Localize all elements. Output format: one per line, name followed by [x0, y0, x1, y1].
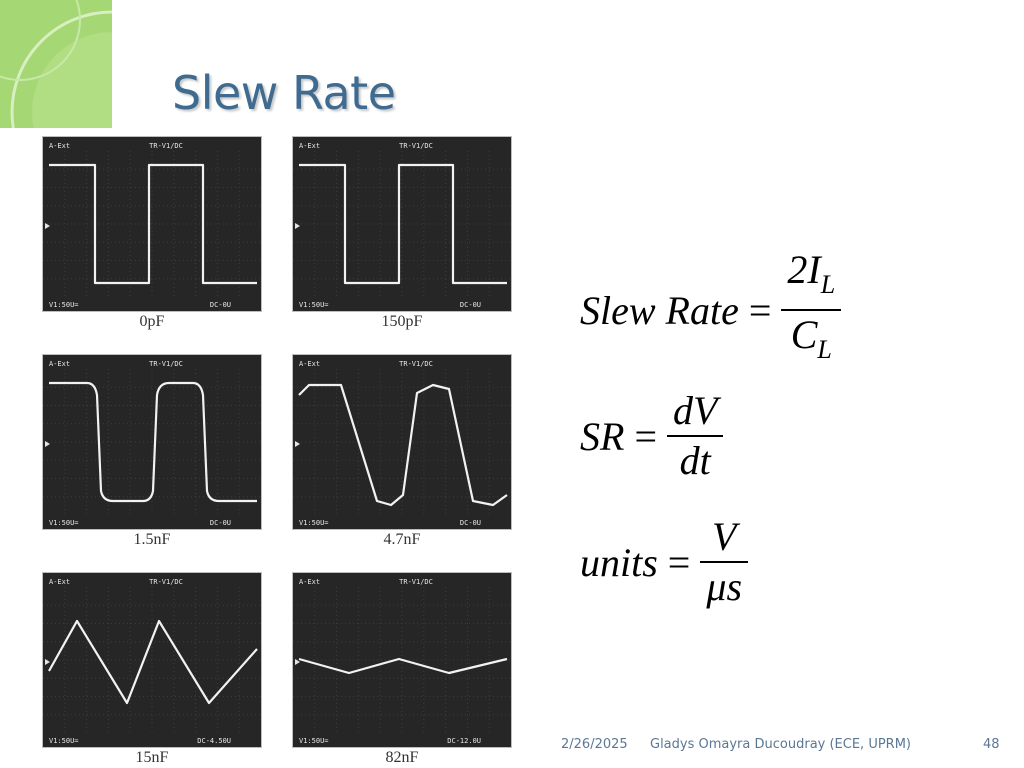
fraction-bar: [700, 561, 749, 563]
numerator: 2IL: [781, 246, 841, 309]
waveform-trace: [298, 383, 508, 507]
equals-sign: =: [667, 539, 691, 585]
waveform-trace: [49, 163, 257, 285]
scope-label-volts: V1:50U=: [49, 519, 79, 527]
slide-title: Slew Rate: [172, 66, 396, 120]
scope-label-trace: TR-V1/DC: [149, 578, 183, 586]
footer-page-number: 48: [983, 737, 1000, 752]
denominator: μs: [706, 564, 743, 609]
scope-label-trigger: A-Ext: [299, 578, 320, 586]
ground-marker-icon: [295, 659, 300, 665]
ground-marker-icon: [295, 441, 300, 447]
oscilloscope-panel-15nf: A-Ext TR-V1/DC V1:50U= DC-4.50U: [42, 572, 262, 748]
scope-screen: A-Ext TR-V1/DC V1:50U= DC-0U: [293, 137, 511, 311]
scope-label-trigger: A-Ext: [49, 360, 70, 368]
scope-label-volts: V1:50U=: [49, 301, 79, 309]
denominator-subscript: L: [817, 335, 832, 364]
scope-label-dc: DC-0U: [460, 301, 481, 309]
formula-slew-rate: Slew Rate = 2IL CL: [580, 246, 842, 374]
waveform-trace: [48, 619, 258, 705]
fraction: 2IL CL: [781, 246, 842, 374]
scope-caption-150pf: 150pF: [381, 313, 423, 330]
scope-screen: A-Ext TR-V1/DC V1:50U= DC-0U: [43, 355, 261, 529]
waveform-trace: [298, 657, 508, 675]
oscilloscope-panel-150pf: A-Ext TR-V1/DC V1:50U= DC-0U: [292, 136, 512, 312]
footer-author: Gladys Omayra Ducoudray (ECE, UPRM): [650, 737, 911, 752]
scope-label-trace: TR-V1/DC: [149, 360, 183, 368]
ground-marker-icon: [45, 659, 50, 665]
denominator: dt: [679, 438, 711, 483]
numerator-subscript: L: [820, 270, 836, 299]
scope-caption-0pf: 0pF: [139, 313, 165, 330]
equals-sign: =: [748, 287, 772, 333]
scope-label-volts: V1:50U=: [49, 737, 79, 745]
scope-label-volts: V1:50U=: [299, 519, 329, 527]
numerator: dV: [673, 388, 718, 433]
formula-lhs: units: [580, 539, 658, 585]
formula-area: Slew Rate = 2IL CL SR = dV dt units = V …: [580, 0, 1000, 640]
scope-label-trigger: A-Ext: [49, 578, 70, 586]
denominator-main: C: [790, 312, 818, 357]
equals-sign: =: [634, 413, 657, 459]
numerator-main: 2I: [787, 247, 821, 292]
formula-units: units = V μs: [580, 513, 749, 611]
fraction-bar: [781, 309, 842, 311]
scope-label-trace: TR-V1/DC: [149, 142, 183, 150]
scope-label-trigger: A-Ext: [299, 360, 320, 368]
scope-label-trigger: A-Ext: [49, 142, 70, 150]
scope-caption-4-7nf: 4.7nF: [383, 531, 421, 548]
scope-label-dc: DC-4.50U: [197, 737, 231, 745]
oscilloscope-panel-1-5nf: A-Ext TR-V1/DC V1:50U= DC-0U: [42, 354, 262, 530]
scope-caption-82nf: 82nF: [385, 749, 419, 766]
denominator: CL: [785, 311, 838, 374]
footer-date: 2/26/2025: [561, 737, 628, 752]
formula-lhs: Slew Rate: [580, 287, 739, 333]
scope-label-trace: TR-V1/DC: [399, 142, 433, 150]
waveform-trace: [299, 163, 507, 285]
scope-label-dc: DC-0U: [210, 519, 231, 527]
scope-label-trigger: A-Ext: [299, 142, 320, 150]
scope-label-volts: V1:50U=: [299, 737, 329, 745]
scope-caption-15nf: 15nF: [135, 749, 169, 766]
corner-decoration: [0, 0, 112, 128]
scope-label-trace: TR-V1/DC: [399, 360, 433, 368]
scope-label-dc: DC-12.0U: [447, 737, 481, 745]
scope-screen: A-Ext TR-V1/DC V1:50U= DC-12.0U: [293, 573, 511, 747]
oscilloscope-panel-4-7nf: A-Ext TR-V1/DC V1:50U= DC-0U: [292, 354, 512, 530]
oscilloscope-panel-0pf: A-Ext TR-V1/DC V1:50U= DC-0U: [42, 136, 262, 312]
scope-caption-1-5nf: 1.5nF: [133, 531, 171, 548]
waveform-trace: [49, 381, 257, 503]
ground-marker-icon: [295, 223, 300, 229]
fraction: dV dt: [667, 387, 724, 485]
oscilloscope-panel-82nf: A-Ext TR-V1/DC V1:50U= DC-12.0U: [292, 572, 512, 748]
numerator: V: [711, 514, 737, 559]
fraction: V μs: [700, 513, 749, 611]
ground-marker-icon: [45, 441, 50, 447]
ground-marker-icon: [45, 223, 50, 229]
scope-screen: A-Ext TR-V1/DC V1:50U= DC-0U: [293, 355, 511, 529]
scope-label-dc: DC-0U: [460, 519, 481, 527]
scope-label-dc: DC-0U: [210, 301, 231, 309]
scope-screen: A-Ext TR-V1/DC V1:50U= DC-0U: [43, 137, 261, 311]
scope-screen: A-Ext TR-V1/DC V1:50U= DC-4.50U: [43, 573, 261, 747]
formula-sr: SR = dV dt: [580, 387, 724, 485]
formula-lhs: SR: [580, 413, 625, 459]
scope-label-trace: TR-V1/DC: [399, 578, 433, 586]
scope-label-volts: V1:50U=: [299, 301, 329, 309]
fraction-bar: [667, 435, 724, 437]
